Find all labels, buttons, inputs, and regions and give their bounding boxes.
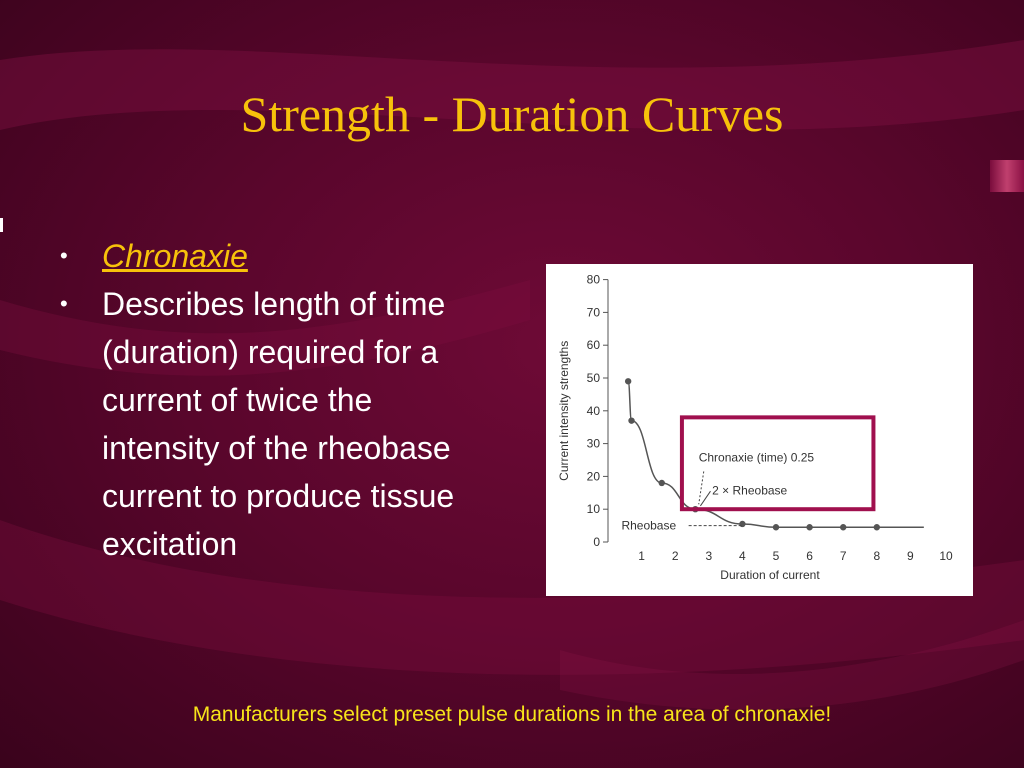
footer-note: Manufacturers select preset pulse durati… [192, 703, 832, 726]
x-tick-label: 5 [773, 549, 780, 563]
x-tick-label: 1 [638, 549, 645, 563]
two-rheobase-label: 2 × Rheobase [712, 483, 787, 497]
y-tick-label: 0 [593, 535, 600, 549]
slide-title: Strength - Duration Curves [240, 86, 784, 142]
x-tick-label: 9 [907, 549, 914, 563]
data-point [772, 524, 780, 531]
strength-duration-chart: 0 10 20 30 40 50 60 70 80 1 2 3 4 5 6 7 8 9 10 Duration of … [557, 273, 953, 582]
chronaxie-pointer [698, 471, 705, 505]
x-tick-label: 10 [939, 549, 953, 563]
rheobase-label: Rheobase [621, 519, 676, 533]
y-tick-label: 30 [587, 437, 601, 451]
bullet-chronaxie: • Chronaxie [58, 232, 488, 280]
y-tick-label: 50 [587, 371, 601, 385]
decorative-tab [990, 160, 1024, 192]
x-tick-label: 8 [873, 549, 880, 563]
data-point [624, 378, 632, 385]
x-axis-label: Duration of current [720, 568, 820, 582]
data-point [658, 479, 665, 487]
x-tick-label: 3 [705, 549, 712, 563]
two-rheobase-pointer [699, 490, 711, 507]
bullet-dot: • [60, 243, 68, 268]
x-tick-label: 4 [739, 549, 746, 563]
chronaxie-link[interactable]: Chronaxie [102, 238, 248, 274]
data-point [806, 524, 813, 531]
bullet-list: • Chronaxie • Describes length of time (… [58, 232, 488, 568]
bullet-description-text: Describes length of time (duration) requ… [102, 286, 455, 562]
y-tick-label: 10 [587, 502, 601, 516]
edge-mark [0, 218, 3, 232]
y-axis-label: Current intensity strengths [557, 341, 571, 481]
data-point [739, 520, 746, 528]
y-tick-label: 70 [587, 305, 601, 319]
bullet-description: • Describes length of time (duration) re… [58, 280, 488, 568]
chronaxie-label: Chronaxie (time) 0.25 [699, 451, 815, 465]
data-point [840, 524, 847, 531]
bullet-dot: • [60, 291, 68, 316]
data-point [628, 417, 635, 424]
y-tick-label: 60 [587, 338, 601, 352]
y-tick-label: 20 [587, 469, 601, 483]
strength-duration-figure: 0 10 20 30 40 50 60 70 80 1 2 3 4 5 6 7 8 9 10 Duration of … [546, 264, 973, 596]
x-tick-label: 7 [840, 549, 847, 563]
x-tick-label: 2 [672, 549, 679, 563]
y-tick-label: 40 [587, 404, 601, 418]
data-point [873, 524, 880, 531]
x-tick-label: 6 [806, 549, 813, 563]
chronaxie-highlight-box [679, 415, 876, 512]
y-tick-label: 80 [587, 273, 601, 287]
